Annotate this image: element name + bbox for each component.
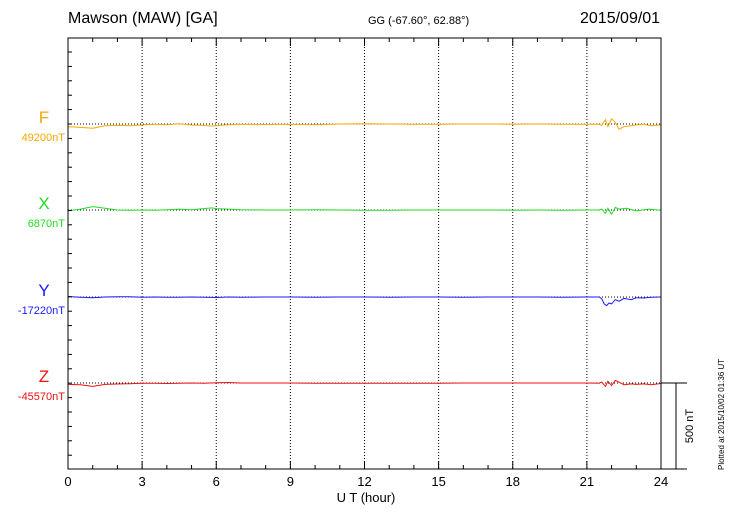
scale-bar-label: 500 nT bbox=[684, 409, 696, 444]
x-tick-label-0: 0 bbox=[64, 474, 71, 489]
series-baseline-x: 6870nT bbox=[28, 218, 66, 230]
series-baseline-z: -45570nT bbox=[18, 391, 65, 403]
series-labels: F 49200nT X 6870nT Y -17220nT Z -45570nT bbox=[18, 108, 65, 403]
x-tick-label-21: 21 bbox=[580, 474, 594, 489]
x-tick-label-15: 15 bbox=[431, 474, 445, 489]
geographic-coordinates: GG (-67.60°, 62.88°) bbox=[368, 15, 470, 27]
x-tick-label-6: 6 bbox=[213, 474, 220, 489]
series-traces bbox=[67, 117, 662, 388]
grid-lines bbox=[141, 38, 588, 469]
series-baseline-y: -17220nT bbox=[18, 305, 65, 317]
x-tick-label-18: 18 bbox=[506, 474, 520, 489]
axis-ticks: 0 3 6 9 12 15 18 21 24 bbox=[64, 38, 668, 489]
trace-z bbox=[67, 379, 662, 388]
x-tick-label-24: 24 bbox=[654, 474, 668, 489]
station-title: Mawson (MAW) [GA] bbox=[68, 10, 218, 27]
trace-f bbox=[67, 117, 662, 130]
date-label: 2015/09/01 bbox=[580, 10, 661, 27]
series-name-z: Z bbox=[39, 367, 49, 386]
series-baseline-f: 49200nT bbox=[22, 132, 66, 144]
series-name-x: X bbox=[38, 194, 49, 213]
x-tick-label-3: 3 bbox=[139, 474, 146, 489]
trace-y bbox=[67, 296, 662, 307]
series-name-f: F bbox=[39, 108, 49, 127]
x-tick-label-9: 9 bbox=[287, 474, 294, 489]
series-name-y: Y bbox=[38, 281, 49, 300]
trace-x bbox=[67, 206, 662, 216]
x-axis-label: U T (hour) bbox=[337, 490, 396, 505]
scale-bar: 500 nT bbox=[661, 382, 696, 470]
x-tick-label-12: 12 bbox=[357, 474, 371, 489]
